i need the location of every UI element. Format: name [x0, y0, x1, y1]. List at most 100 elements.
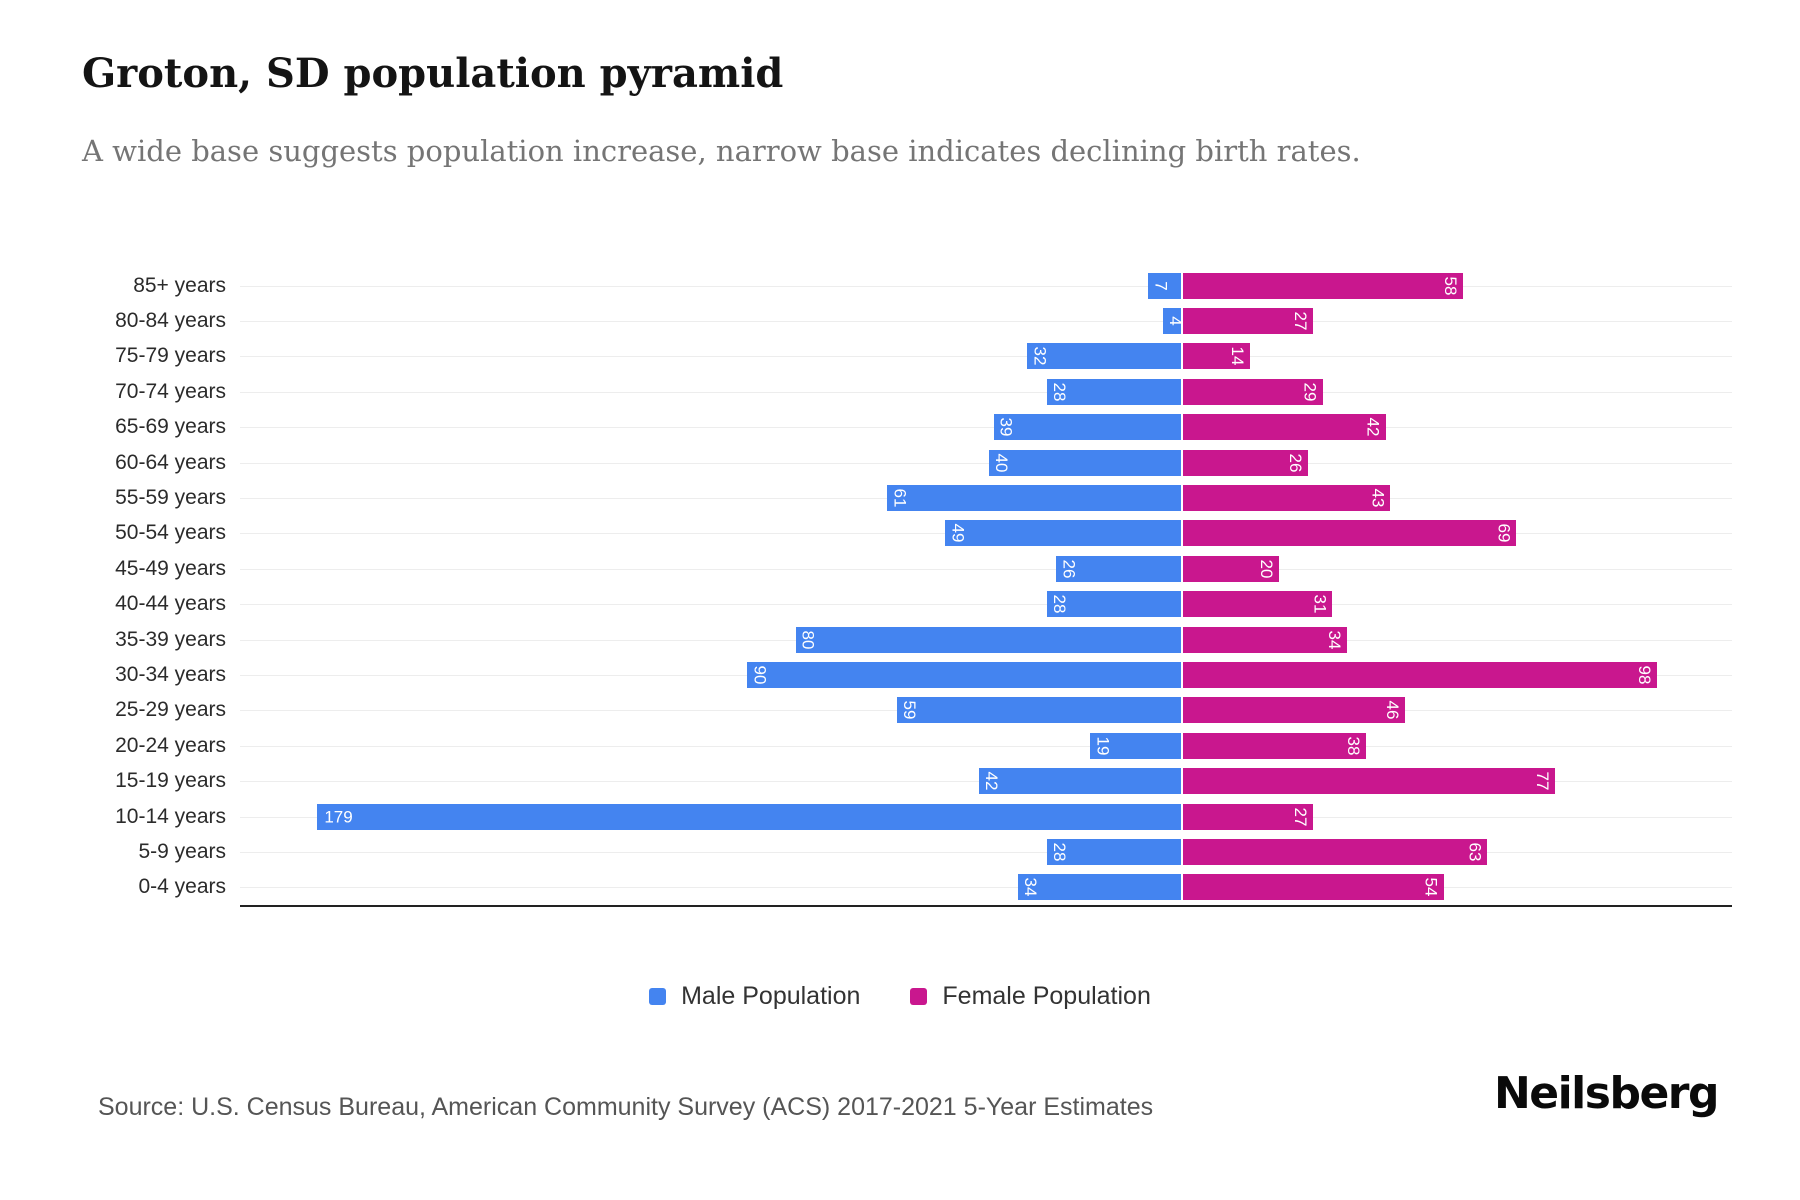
gridline: [240, 285, 1732, 287]
gridline: [240, 427, 1732, 429]
male-bar: 59: [897, 697, 1183, 724]
male-bar-value: 40: [991, 453, 1011, 473]
row-track: 34 54: [240, 869, 1732, 906]
female-bar-value: 54: [1421, 877, 1441, 897]
center-axis-gap: [1181, 551, 1184, 587]
male-bar-value: 28: [1049, 382, 1069, 402]
male-bar-value: 179: [324, 807, 353, 827]
male-bar-value: 19: [1093, 736, 1113, 756]
row-track: 26 20: [240, 551, 1732, 587]
age-group-label: 35-39 years: [115, 627, 226, 651]
male-bar: 90: [747, 661, 1183, 688]
female-bar-value: 42: [1363, 417, 1383, 437]
female-bar-value: 43: [1368, 488, 1388, 508]
pyramid-row: 5-9 years 28 63: [0, 834, 1800, 870]
female-bar: 38: [1182, 732, 1367, 759]
pyramid-row: 30-34 years 90 98: [0, 657, 1800, 693]
male-bar-value: 26: [1059, 559, 1079, 579]
female-bar: 14: [1182, 343, 1250, 370]
male-bar: 80: [795, 626, 1183, 653]
female-bar: 27: [1182, 803, 1313, 830]
row-track: 4 27: [240, 303, 1732, 339]
female-bar-value: 77: [1533, 771, 1553, 791]
age-group-label: 45-49 years: [115, 556, 226, 580]
gridline: [240, 851, 1732, 853]
female-bar-value: 98: [1634, 665, 1654, 685]
pyramid-row: 75-79 years 32 14: [0, 338, 1800, 375]
age-group-label: 20-24 years: [115, 733, 226, 757]
female-bar: 20: [1182, 555, 1279, 582]
age-group-label: 65-69 years: [115, 415, 226, 439]
center-axis-gap: [1181, 586, 1184, 622]
source-attribution: Source: U.S. Census Bureau, American Com…: [98, 1093, 1154, 1121]
male-bar-value: 7: [1151, 280, 1171, 291]
female-bar-value: 63: [1465, 842, 1485, 862]
female-bar: 31: [1182, 591, 1333, 618]
male-bar: 28: [1046, 591, 1183, 618]
center-axis-gap: [1181, 268, 1184, 304]
male-bar: 19: [1090, 732, 1183, 759]
female-bar: 69: [1182, 520, 1517, 547]
female-bar-value: 20: [1256, 559, 1276, 579]
male-bar: 49: [945, 520, 1183, 547]
pyramid-rows: 85+ years 7 58 80-84 years 4 27 75-79 years 32 1…: [0, 268, 1800, 906]
row-track: 40 26: [240, 444, 1732, 481]
age-group-label: 55-59 years: [115, 486, 226, 510]
center-axis-gap: [1181, 869, 1184, 906]
male-bar-value: 28: [1049, 842, 1069, 862]
male-bar-value: 39: [996, 417, 1016, 437]
female-bar: 43: [1182, 485, 1391, 512]
row-track: 49 69: [240, 515, 1732, 552]
male-bar-value: 32: [1030, 347, 1050, 366]
row-track: 90 98: [240, 657, 1732, 693]
gridline: [240, 321, 1732, 323]
legend-item-male: Male Population: [649, 982, 860, 1011]
age-group-label: 75-79 years: [115, 344, 226, 368]
pyramid-row: 15-19 years 42 77: [0, 763, 1800, 799]
male-bar-value: 80: [798, 630, 818, 650]
male-bar-value: 90: [750, 665, 770, 685]
pyramid-row: 70-74 years 28 29: [0, 374, 1800, 410]
male-bar-value: 34: [1020, 877, 1040, 897]
pyramid-row: 20-24 years 19 38: [0, 728, 1800, 764]
legend: Male Population Female Population: [0, 982, 1800, 1011]
age-group-label: 30-34 years: [115, 662, 226, 686]
chart-subtitle: A wide base suggests population increase…: [82, 134, 1361, 168]
pyramid-row: 80-84 years 4 27: [0, 303, 1800, 339]
male-bar: 40: [988, 449, 1183, 476]
female-bar-value: 46: [1382, 700, 1402, 720]
gridline: [240, 604, 1732, 606]
pyramid-row: 50-54 years 49 69: [0, 515, 1800, 552]
center-axis-gap: [1181, 834, 1184, 870]
age-group-label: 15-19 years: [115, 769, 226, 793]
female-bar-value: 58: [1441, 276, 1461, 296]
legend-label-female: Female Population: [942, 982, 1151, 1010]
center-axis-gap: [1181, 692, 1184, 729]
male-bar: 61: [887, 485, 1183, 512]
male-bar-value: 49: [948, 523, 968, 543]
female-bar-value: 38: [1344, 736, 1364, 756]
female-bar-value: 27: [1290, 311, 1310, 331]
row-track: 28 63: [240, 834, 1732, 870]
legend-label-male: Male Population: [681, 982, 861, 1010]
female-bar: 42: [1182, 414, 1386, 441]
row-track: 179 27: [240, 798, 1732, 835]
male-bar: 7: [1148, 272, 1183, 299]
male-bar-value: 4: [1165, 316, 1185, 326]
female-bar: 54: [1182, 874, 1444, 901]
pyramid-row: 40-44 years 28 31: [0, 586, 1800, 622]
pyramid-row: 35-39 years 80 34: [0, 621, 1800, 658]
gridline: [240, 887, 1732, 889]
female-bar: 46: [1182, 697, 1405, 724]
male-bar: 42: [979, 768, 1183, 795]
pyramid-row: 65-69 years 39 42: [0, 409, 1800, 445]
age-group-label: 10-14 years: [115, 804, 226, 828]
gridline: [240, 462, 1732, 464]
male-bar: 28: [1046, 838, 1183, 865]
female-bar-value: 27: [1290, 807, 1310, 827]
row-track: 59 46: [240, 692, 1732, 729]
male-bar-value: 61: [890, 488, 910, 508]
age-group-label: 40-44 years: [115, 592, 226, 616]
male-bar: 32: [1027, 343, 1183, 370]
center-axis-gap: [1181, 657, 1184, 693]
